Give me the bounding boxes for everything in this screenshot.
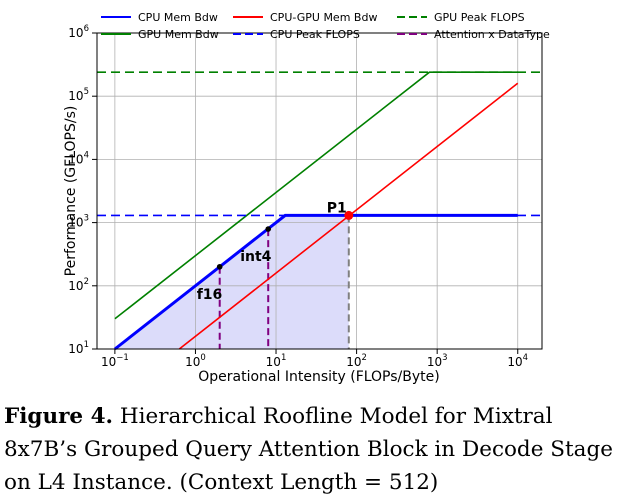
y-axis-label: Performance (GFLOPS/s) [63, 106, 79, 277]
legend-label-attention-x-datatype: Attention x DataType [434, 28, 550, 41]
caption-text: Hierarchical Roofline Model for Mixtral … [4, 404, 613, 495]
legend: CPU Mem Bdw GPU Mem Bdw CPU-GPU Mem Bdw CPU… [101, 11, 550, 41]
point-label-p1: P1 [327, 200, 347, 216]
legend-label-cpu-peak-flops: CPU Peak FLOPS [270, 28, 360, 41]
series-gpu-mem-bdw [114, 71, 518, 320]
point-label-int4: int4 [240, 249, 271, 265]
shaded-attainable-region [114, 215, 349, 349]
x-tick-label-5: 104 [507, 353, 528, 369]
legend-label-gpu-mem-bdw: GPU Mem Bdw [138, 28, 219, 41]
point-int4 [265, 226, 272, 232]
x-tick-label-4: 103 [427, 353, 448, 369]
y-tick-label-3: 104 [68, 150, 89, 166]
x-tick-label-2: 101 [266, 353, 287, 369]
legend-label-gpu-peak-flops: GPU Peak FLOPS [434, 11, 525, 24]
y-tick-label-0: 101 [68, 340, 89, 356]
plot-frame [96, 32, 543, 350]
x-tick-label-0: 10−1 [101, 353, 129, 369]
x-tick-label-3: 102 [346, 353, 367, 369]
y-tick-label-2: 103 [68, 214, 89, 230]
point-f16 [216, 263, 223, 270]
x-tick-label-1: 100 [185, 353, 206, 369]
y-tick-label-1: 102 [68, 277, 89, 293]
roofline-chart: f16 int4 P1 10−1 100 101 102 103 104 101 102 103 1… [63, 11, 550, 385]
figure-caption: Figure 4. Hierarchical Roofline Model fo… [4, 400, 626, 499]
x-axis-label: Operational Intensity (FLOPs/Byte) [198, 369, 439, 385]
point-p1 [344, 210, 354, 220]
legend-label-cpu-mem-bdw: CPU Mem Bdw [138, 11, 218, 24]
point-label-f16: f16 [197, 287, 223, 303]
caption-label: Figure 4. [4, 404, 114, 429]
legend-label-cpu-gpu-mem-bdw: CPU-GPU Mem Bdw [270, 11, 377, 24]
y-tick-label-4: 105 [68, 87, 89, 103]
y-tick-label-5: 106 [68, 24, 89, 40]
